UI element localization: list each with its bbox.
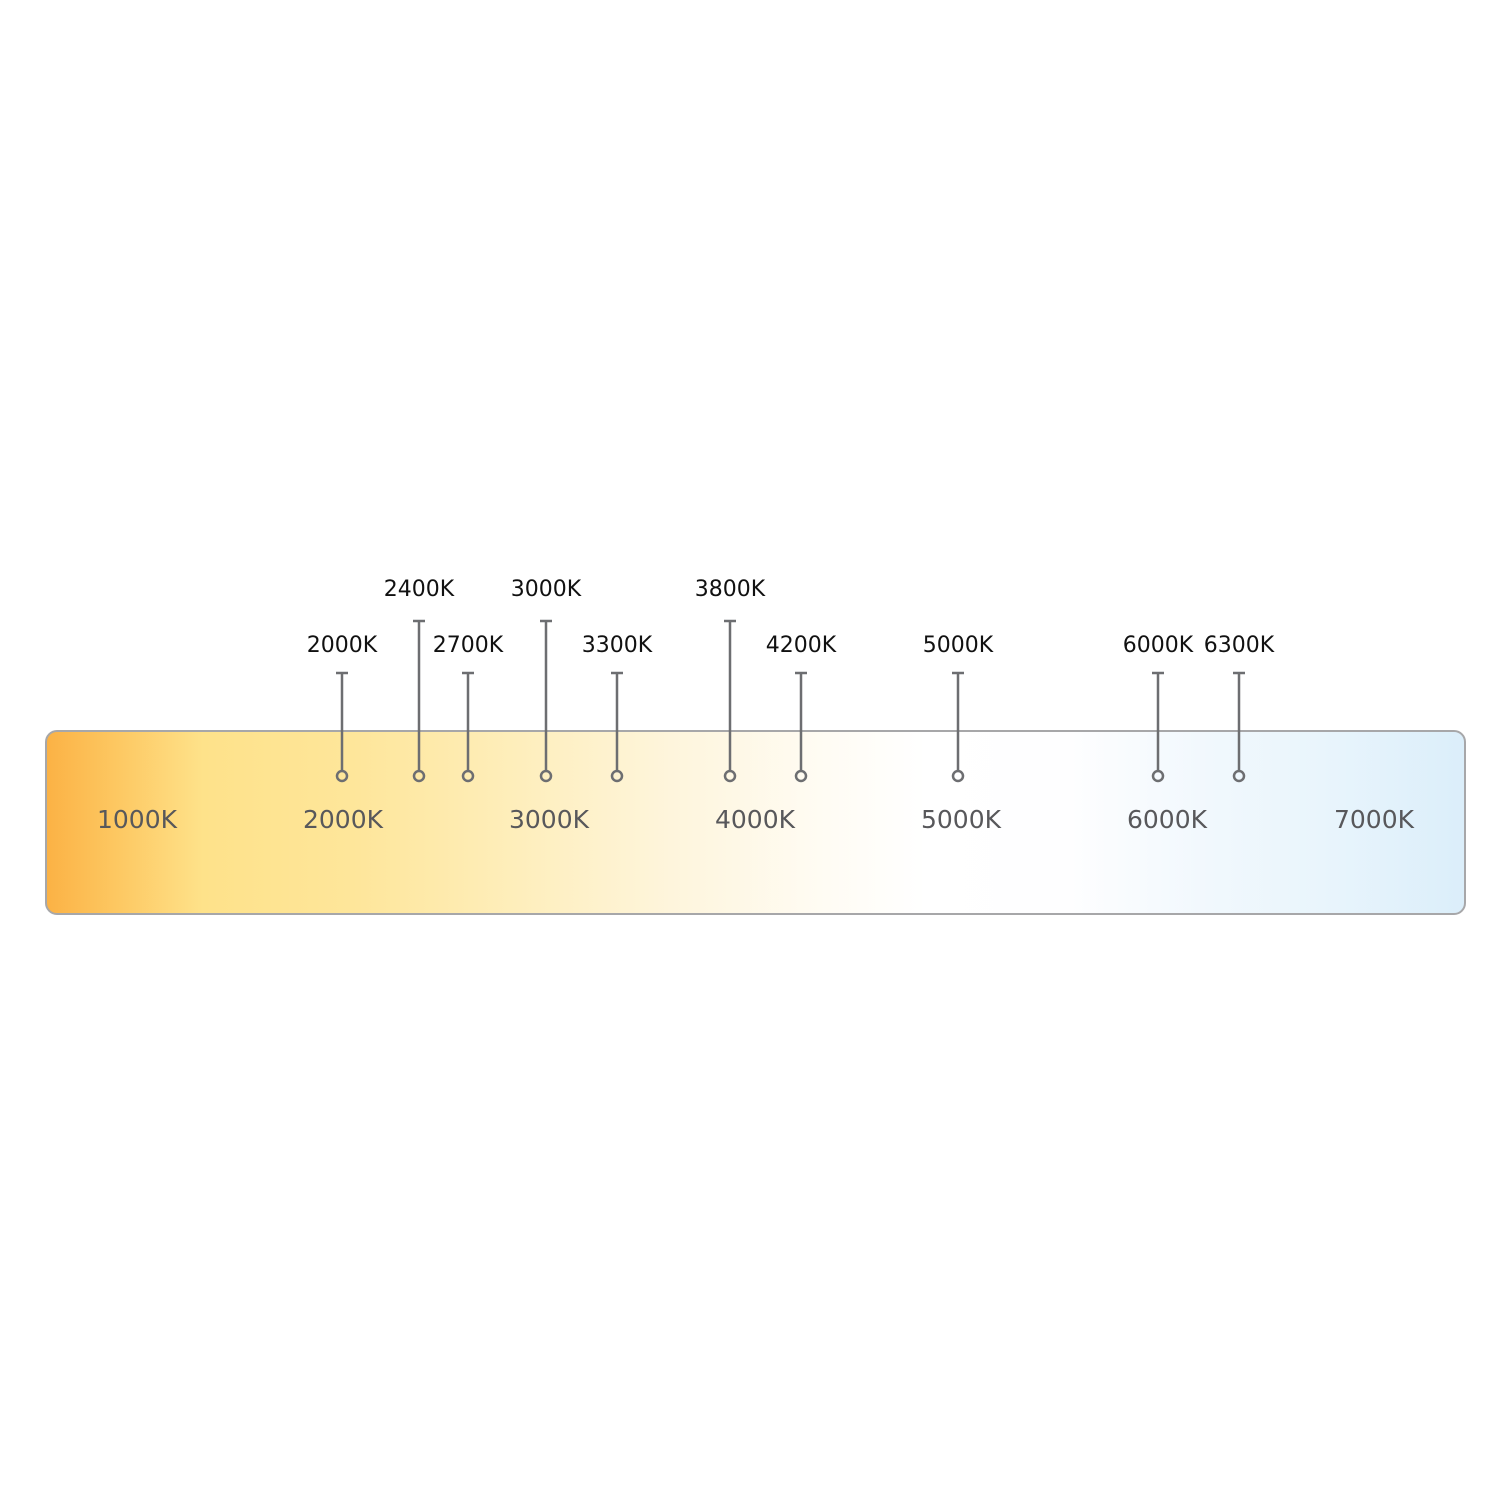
pin-dot <box>412 769 426 783</box>
color-temperature-scale-bar <box>45 730 1466 915</box>
pin-dot <box>1232 769 1246 783</box>
pin-dot <box>610 769 624 783</box>
marker-pin <box>1232 671 1246 783</box>
marker-pin <box>951 671 965 783</box>
marker-pin <box>610 671 624 783</box>
scale-label: 5000K <box>920 805 1002 834</box>
scale-label: 7000K <box>1333 805 1415 834</box>
marker-pin <box>1151 671 1165 783</box>
scale-label: 6000K <box>1126 805 1208 834</box>
pin-dot <box>1151 769 1165 783</box>
marker-label: 4200K <box>765 633 837 658</box>
pin-dot <box>335 769 349 783</box>
marker-label: 3000K <box>510 577 582 602</box>
marker-pin <box>412 619 426 783</box>
scale-label: 4000K <box>714 805 796 834</box>
scale-label: 2000K <box>302 805 384 834</box>
marker-label: 6300K <box>1203 633 1275 658</box>
marker-label: 5000K <box>922 633 994 658</box>
marker-label: 6000K <box>1122 633 1194 658</box>
pin-dot <box>461 769 475 783</box>
pin-dot <box>951 769 965 783</box>
marker-pin <box>539 619 553 783</box>
pin-dot <box>723 769 737 783</box>
pin-dot <box>539 769 553 783</box>
marker-pin <box>335 671 349 783</box>
marker-pin <box>723 619 737 783</box>
marker-pin <box>794 671 808 783</box>
marker-label: 2000K <box>306 633 378 658</box>
marker-label: 2700K <box>432 633 504 658</box>
scale-label: 1000K <box>96 805 178 834</box>
pin-dot <box>794 769 808 783</box>
marker-label: 3300K <box>581 633 653 658</box>
scale-label: 3000K <box>508 805 590 834</box>
marker-label: 2400K <box>383 577 455 602</box>
marker-label: 3800K <box>694 577 766 602</box>
marker-pin <box>461 671 475 783</box>
